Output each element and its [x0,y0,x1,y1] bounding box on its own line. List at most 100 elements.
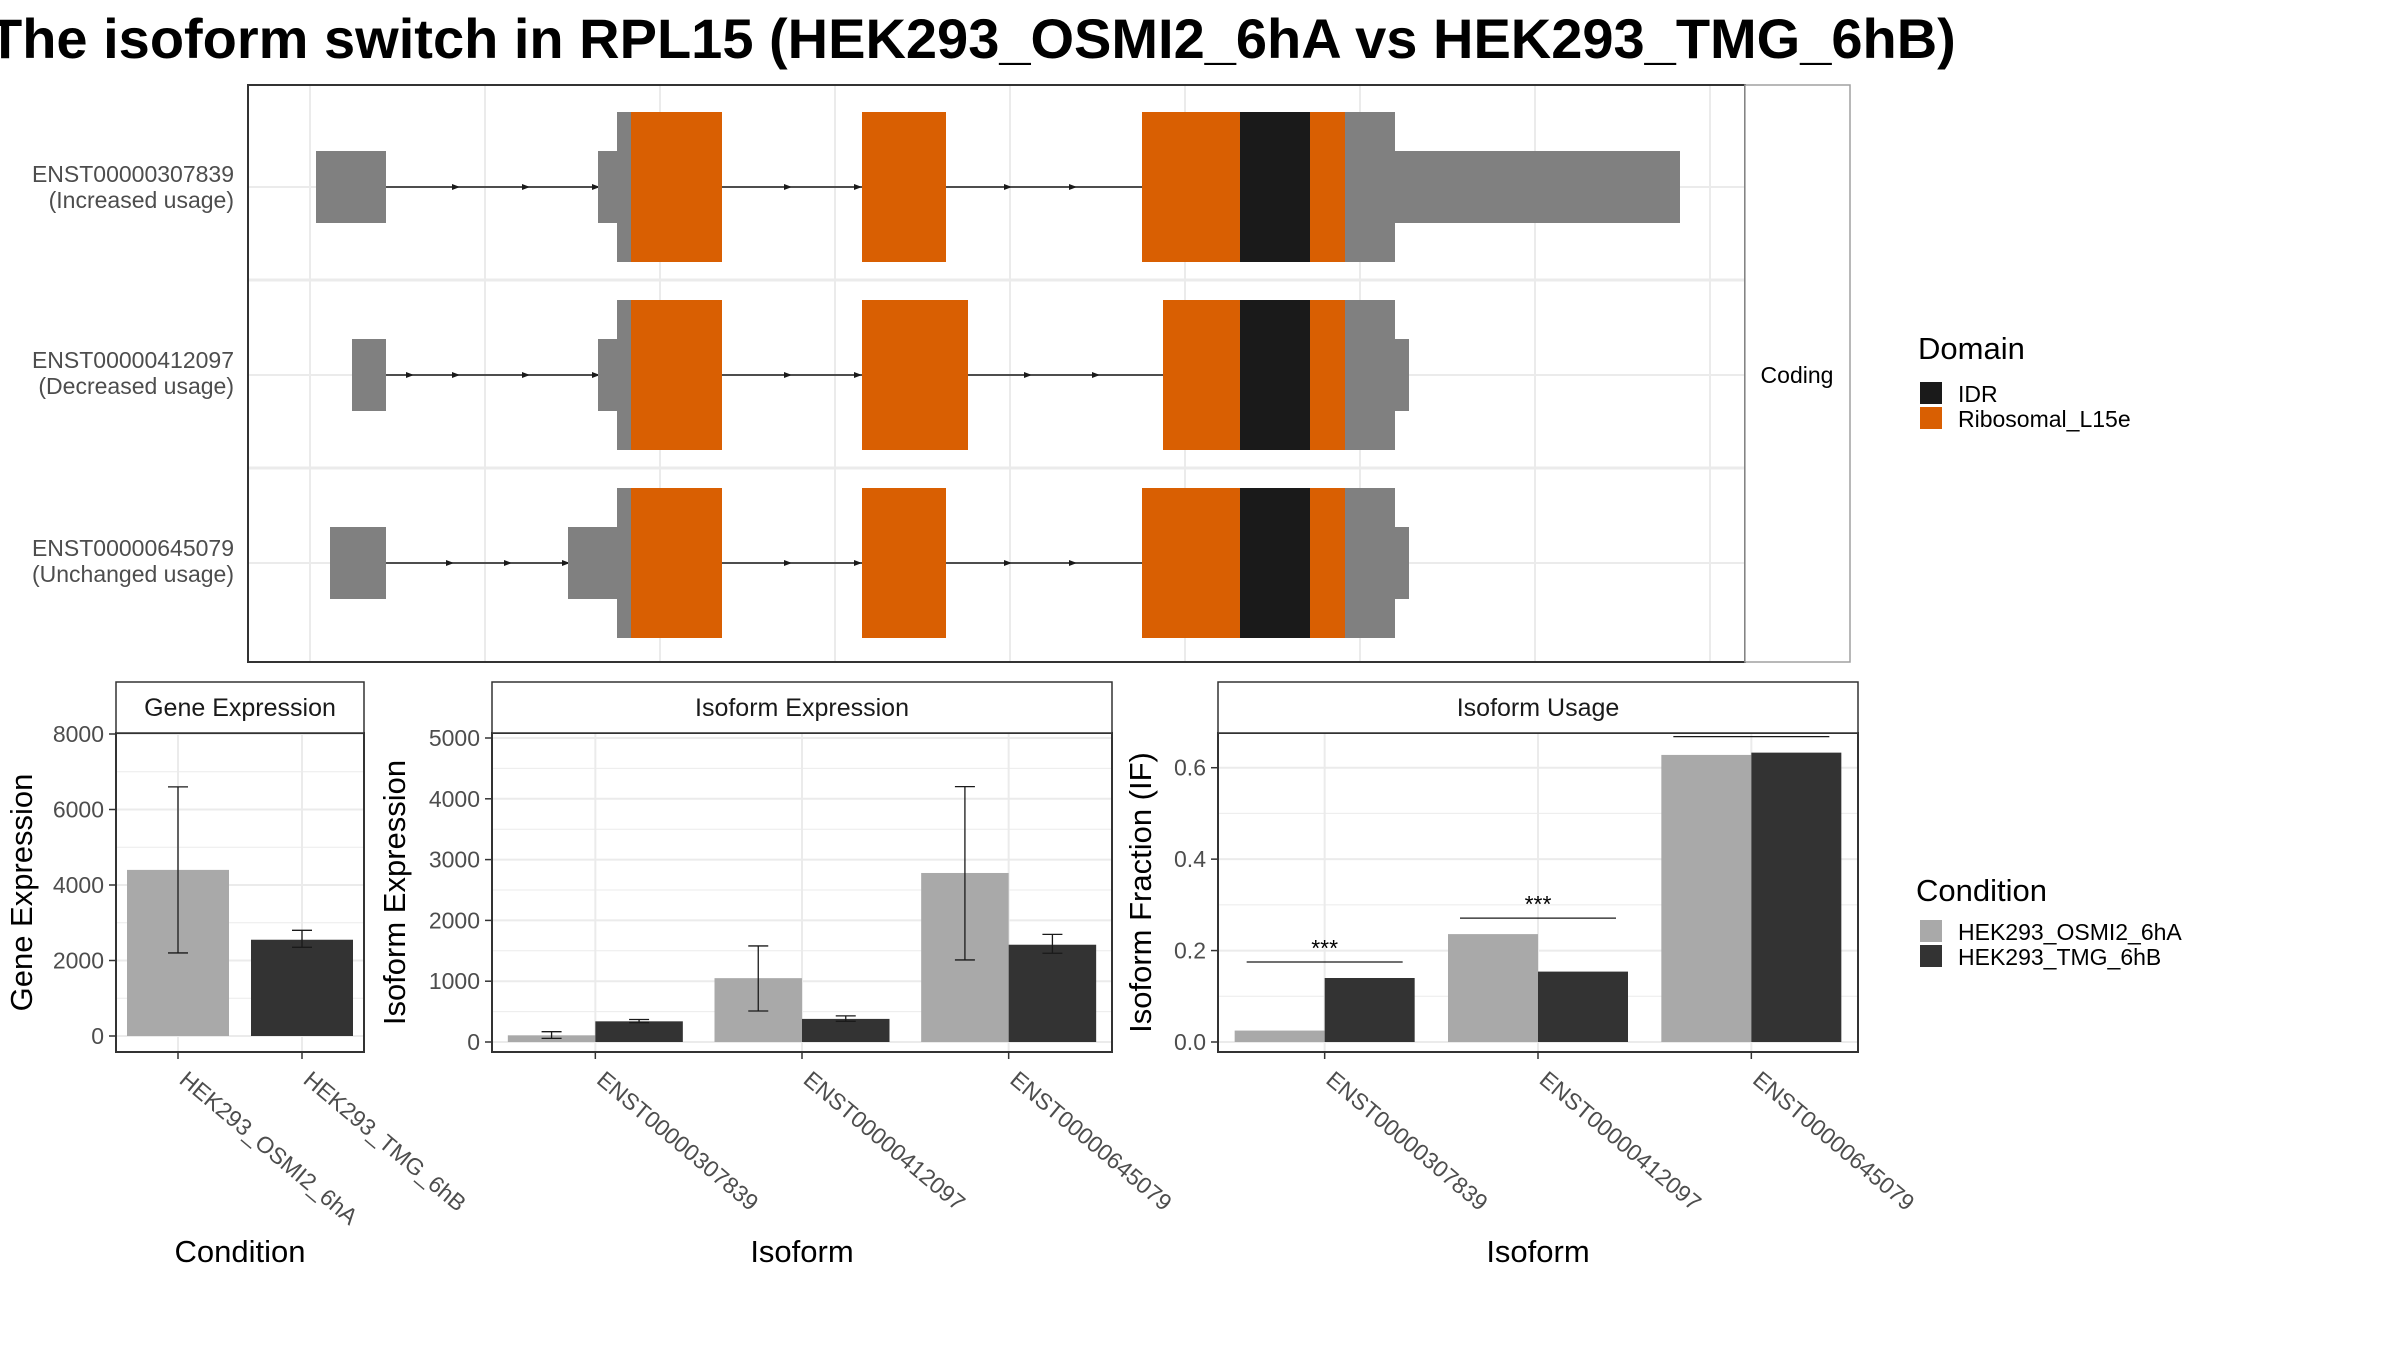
condition-legend: Condition HEK293_OSMI2_6hA HEK293_TMG_6h… [1916,873,2182,970]
intron-arrow [446,560,454,566]
isoform-usage: (Decreased usage) [38,373,234,399]
x-axis-title: Isoform [750,1234,853,1269]
utr-block [352,339,386,411]
intron-arrow [406,372,414,378]
x-tick-label: ENST00000412097 [1535,1066,1707,1216]
intron-arrow [1004,184,1012,190]
ribosomal-domain [1310,488,1345,638]
domain-legend-title: Domain [1918,331,2025,366]
domain-legend: Domain IDR Ribosomal_L15e [1918,331,2131,432]
structure-panel: Coding ENST00000307839 (Increased usage)… [32,84,1851,663]
y-axis-title: Isoform Expression [377,760,412,1025]
intron-arrow [1069,184,1077,190]
x-tick-label: ENST00000645079 [1005,1066,1177,1216]
y-tick-label: 0.2 [1174,938,1206,964]
condition-legend-title: Condition [1916,873,2047,908]
utr-block [1345,112,1395,262]
isoform-usage-panel: ******nsIsoform Usage0.00.20.40.6ENST000… [1123,681,1920,1269]
utr-block [1395,527,1409,599]
y-tick-label: 0.4 [1174,846,1206,872]
y-tick-label: 4000 [53,872,104,898]
legend-label-cond-b: HEK293_TMG_6hB [1958,944,2161,970]
x-tick-label: ENST00000307839 [592,1066,764,1216]
panel-title: Isoform Usage [1457,694,1620,722]
legend-key-cond-b [1920,945,1942,967]
utr-block [1395,151,1680,223]
utr-block [617,112,631,262]
ribosomal-domain [631,488,722,638]
y-tick-label: 0 [467,1029,480,1055]
strip [491,681,1113,734]
transcript-track-1 [316,112,1680,262]
transcript-track-3 [330,488,1409,638]
bar [1008,944,1097,1042]
isoform-label-2: ENST00000412097 (Decreased usage) [32,347,234,399]
strip [115,681,365,734]
transcript-track-2 [352,300,1409,450]
main-title: The isoform switch in RPL15 (HEK293_OSMI… [0,7,1956,70]
y-tick-label: 1000 [429,968,480,994]
isoform-label-1: ENST00000307839 (Increased usage) [32,161,234,213]
x-axis-title: Condition [175,1234,306,1269]
utr-block [316,151,386,223]
idr-domain [1240,488,1310,638]
legend-label-idr: IDR [1958,381,1998,407]
ribosomal-domain [631,112,722,262]
x-tick-label: ENST00000307839 [1321,1066,1493,1216]
structure-tracks [316,112,1680,638]
idr-domain [1240,112,1310,262]
structure-strip [1744,84,1851,663]
y-axis-title: Isoform Fraction (IF) [1123,752,1158,1033]
intron-arrow [854,560,862,566]
utr-block [1345,300,1395,450]
isoform-usage: (Unchanged usage) [32,561,234,587]
intron-arrow [1092,372,1100,378]
strip [1217,681,1859,734]
y-tick-label: 0.0 [1174,1029,1206,1055]
legend-key-cond-a [1920,920,1942,942]
intron-arrow [452,184,460,190]
intron-arrow [784,560,792,566]
y-tick-label: 6000 [53,797,104,823]
intron-arrow [522,372,530,378]
y-tick-label: 0.6 [1174,755,1206,781]
legend-label-cond-a: HEK293_OSMI2_6hA [1958,919,2182,945]
isoform-usage: (Increased usage) [49,187,234,213]
ribosomal-domain [631,300,722,450]
isoform-id: ENST00000645079 [32,535,234,561]
utr-block [617,488,631,638]
significance-label: *** [1525,891,1552,917]
bar [1234,1030,1325,1042]
isoform-expression-panel: Isoform Expression 0 1000 2000 3000 4000 5000 E… [377,681,1177,1269]
y-tick-label: 4000 [429,786,480,812]
y-tick-label: 3000 [429,847,480,873]
intron-arrow [854,184,862,190]
isoform-id: ENST00000412097 [32,347,234,373]
x-tick-label: ENST00000412097 [799,1066,971,1216]
isoform-id: ENST00000307839 [32,161,234,187]
intron-arrow [784,372,792,378]
utr-block [617,300,631,450]
ribosomal-domain [862,488,946,638]
intron-arrow [452,372,460,378]
x-axis-title: Isoform [1486,1234,1589,1269]
y-tick-label: 5000 [429,725,480,751]
structure-strip-label: Coding [1761,362,1834,388]
utr-block [598,151,617,223]
bar [251,939,353,1036]
idr-domain [1240,300,1310,450]
intron-arrow [1069,560,1077,566]
intron-arrow [592,372,600,378]
ribosomal-domain [862,300,968,450]
y-tick-label: 8000 [53,721,104,747]
utr-block [598,339,617,411]
significance-label: *** [1311,935,1338,961]
intron-arrow [562,560,570,566]
bar [1751,752,1842,1042]
ribosomal-domain [1310,112,1345,262]
utr-block [568,527,617,599]
y-tick-label: 2000 [53,948,104,974]
panel-title: Gene Expression [144,694,336,722]
bar [1538,971,1628,1042]
